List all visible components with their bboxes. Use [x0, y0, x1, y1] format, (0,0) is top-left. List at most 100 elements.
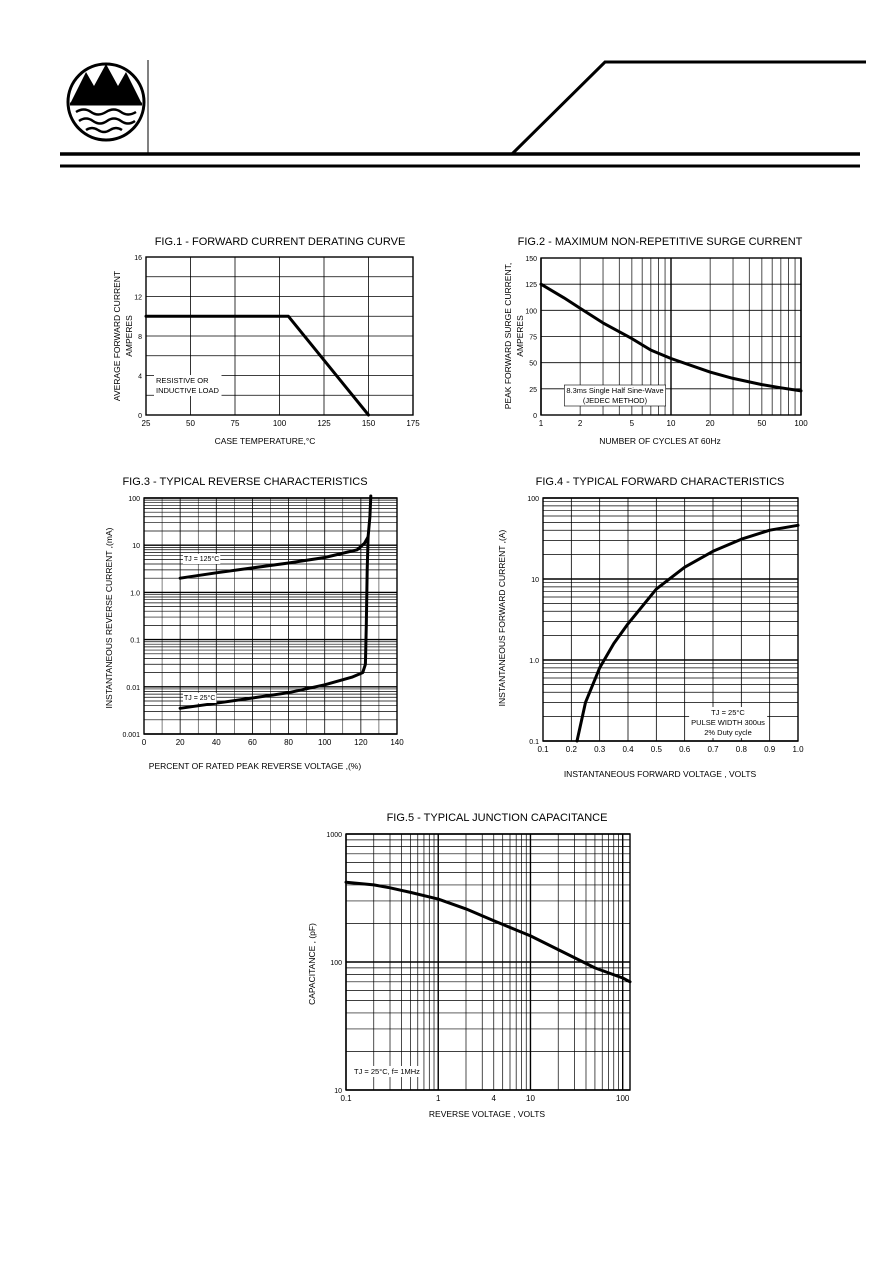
datasheet-header — [60, 60, 866, 168]
fig2-annotation: 8.3ms Single Half Sine-Wave — [566, 386, 663, 395]
fig2-ylabel: PEAK FORWARD SURGE CURRENT, — [503, 263, 513, 409]
fig3-frame — [143, 497, 398, 735]
fig3-series-0-label-bg — [183, 554, 221, 564]
fig3-xtick-label: 20 — [176, 738, 185, 747]
fig1-xtick-label: 150 — [362, 419, 376, 428]
fig5-xlabel: REVERSE VOLTAGE , VOLTS — [429, 1109, 546, 1119]
fig1-ytick-label: 16 — [134, 255, 142, 262]
fig5-xtick-label: 100 — [616, 1094, 630, 1103]
fig3-xtick-label: 100 — [318, 738, 332, 747]
fig2-ytick-label: 25 — [529, 387, 537, 394]
fig2-ytick-label: 50 — [529, 361, 537, 368]
fig5-xtick-label: 4 — [492, 1094, 497, 1103]
fig3-xtick-label: 80 — [284, 738, 293, 747]
fig3-chart: FIG.3 - TYPICAL REVERSE CHARACTERISTICS 0… — [100, 472, 420, 782]
fig3-series-1-label-bg — [183, 693, 217, 703]
fig2-xtick-label: 2 — [578, 419, 583, 428]
fig5-ytick-label: 1000 — [326, 832, 342, 839]
fig3-ytick-label: 10 — [132, 543, 140, 550]
fig5-annotation-bg — [352, 1066, 423, 1077]
fig1-ytick-label: 4 — [138, 374, 142, 381]
fig1-annotation: RESISTIVE OR — [156, 376, 209, 385]
fig5-chart: FIG.5 - TYPICAL JUNCTION CAPACITANCE 0.1 1… — [300, 808, 645, 1128]
fig1-xtick-label: 25 — [142, 419, 151, 428]
fig2-xtick-label: 20 — [706, 419, 715, 428]
fig1-ylabel: AVERAGE FORWARD CURRENT — [112, 271, 122, 401]
fig4-ytick-label: 1.0 — [529, 658, 539, 665]
fig4-frame — [542, 497, 799, 742]
fig2-xlabel: NUMBER OF CYCLES AT 60Hz — [599, 436, 721, 446]
fig1-xtick-label: 75 — [231, 419, 240, 428]
fig3-ylabel: INSTANTANEOUS REVERSE CURRENT ,(mA) — [104, 527, 114, 708]
fig1-chart: FIG.1 - FORWARD CURRENT DERATING CURVE 25… — [100, 230, 430, 450]
fig3-xtick-label: 60 — [248, 738, 257, 747]
fig3-ytick-label: 0.1 — [130, 638, 140, 645]
fig3-series-1-label: TJ = 25°C — [184, 694, 215, 702]
fig4-xtick-label: 0.9 — [764, 745, 776, 754]
fig2-series-0-line — [539, 282, 803, 393]
fig3-ytick-label: 0.001 — [122, 732, 140, 739]
fig2-ytick-label: 0 — [533, 413, 537, 420]
fig1-annotation: INDUCTIVE LOAD — [156, 386, 220, 395]
fig3-xtick-label: 40 — [212, 738, 221, 747]
fig5-ytick-label: 10 — [334, 1088, 342, 1095]
fig1-xtick-label: 50 — [186, 419, 195, 428]
fig4-svg: FIG.4 - TYPICAL FORWARD CHARACTERISTICS 0… — [497, 476, 804, 779]
fig4-annotation: PULSE WIDTH 300us — [691, 718, 765, 727]
fig2-frame — [540, 257, 802, 416]
fig2-ylabel: AMPERES — [515, 315, 525, 357]
fig2-chart: FIG.2 - MAXIMUM NON-REPETITIVE SURGE CUR… — [495, 230, 820, 450]
fig5-ylabel: CAPACITANCE , (pF) — [307, 923, 317, 1005]
fig4-xtick-label: 0.6 — [679, 745, 691, 754]
fig2-ytick-label: 125 — [525, 282, 537, 289]
fig3-series-1-line — [178, 535, 370, 710]
fig2-xtick-label: 5 — [630, 419, 635, 428]
fig3-xlabel: PERCENT OF RATED PEAK REVERSE VOLTAGE ,(… — [149, 761, 362, 771]
fig5-title: FIG.5 - TYPICAL JUNCTION CAPACITANCE — [387, 812, 608, 824]
fig2-title: FIG.2 - MAXIMUM NON-REPETITIVE SURGE CUR… — [518, 236, 803, 248]
fig1-frame — [145, 256, 414, 416]
fig4-series-0-line — [575, 523, 800, 743]
fig4-annotation: TJ = 25°C — [711, 708, 745, 717]
fig1-ytick-label: 8 — [138, 334, 142, 341]
fig4-xtick-label: 0.3 — [594, 745, 606, 754]
fig3-xtick-label: 0 — [142, 738, 147, 747]
fig5-annotation: TJ = 25°C, f= 1MHz — [354, 1067, 420, 1076]
fig2-svg: FIG.2 - MAXIMUM NON-REPETITIVE SURGE CUR… — [503, 236, 808, 446]
fig3-ytick-label: 100 — [128, 496, 140, 503]
fig2-ytick-label: 75 — [529, 335, 537, 342]
fig4-xtick-label: 0.2 — [566, 745, 578, 754]
fig4-annotation: 2% Duty cycle — [704, 728, 752, 737]
fig3-ytick-label: 0.01 — [126, 685, 140, 692]
fig3-series-0-line — [178, 494, 373, 580]
fig1-series-0-line — [144, 314, 370, 417]
fig3-grid — [143, 497, 398, 735]
fig2-xtick-label: 100 — [794, 419, 808, 428]
fig1-svg: FIG.1 - FORWARD CURRENT DERATING CURVE 25… — [112, 236, 420, 446]
fig3-series-0-label: TJ = 125°C — [184, 555, 219, 563]
fig1-ylabel: AMPERES — [124, 315, 134, 357]
fig2-ytick-label: 100 — [525, 308, 537, 315]
fig3-xtick-label: 120 — [354, 738, 368, 747]
fig4-xtick-label: 0.7 — [707, 745, 719, 754]
fig4-xtick-label: 1.0 — [792, 745, 804, 754]
fig4-ytick-label: 100 — [527, 496, 539, 503]
header-slant-line — [510, 60, 866, 156]
fig2-annotation-bg — [564, 384, 666, 407]
fig1-xtick-label: 125 — [317, 419, 331, 428]
fig5-xtick-label: 10 — [526, 1094, 535, 1103]
fig5-grid — [345, 833, 630, 1091]
fig1-title: FIG.1 - FORWARD CURRENT DERATING CURVE — [155, 236, 406, 248]
fig1-ytick-label: 0 — [138, 413, 142, 420]
fig2-xtick-label: 1 — [539, 419, 544, 428]
fig2-xtick-label: 10 — [667, 419, 676, 428]
fig4-xtick-label: 0.5 — [651, 745, 663, 754]
fig5-ytick-label: 100 — [330, 960, 342, 967]
fig1-xtick-label: 100 — [273, 419, 287, 428]
fig1-annotation-bg — [154, 375, 222, 396]
fig4-chart: FIG.4 - TYPICAL FORWARD CHARACTERISTICS 0… — [495, 472, 820, 787]
fig3-xtick-label: 140 — [390, 738, 404, 747]
fig4-title: FIG.4 - TYPICAL FORWARD CHARACTERISTICS — [536, 476, 785, 488]
fig4-ytick-label: 10 — [531, 577, 539, 584]
